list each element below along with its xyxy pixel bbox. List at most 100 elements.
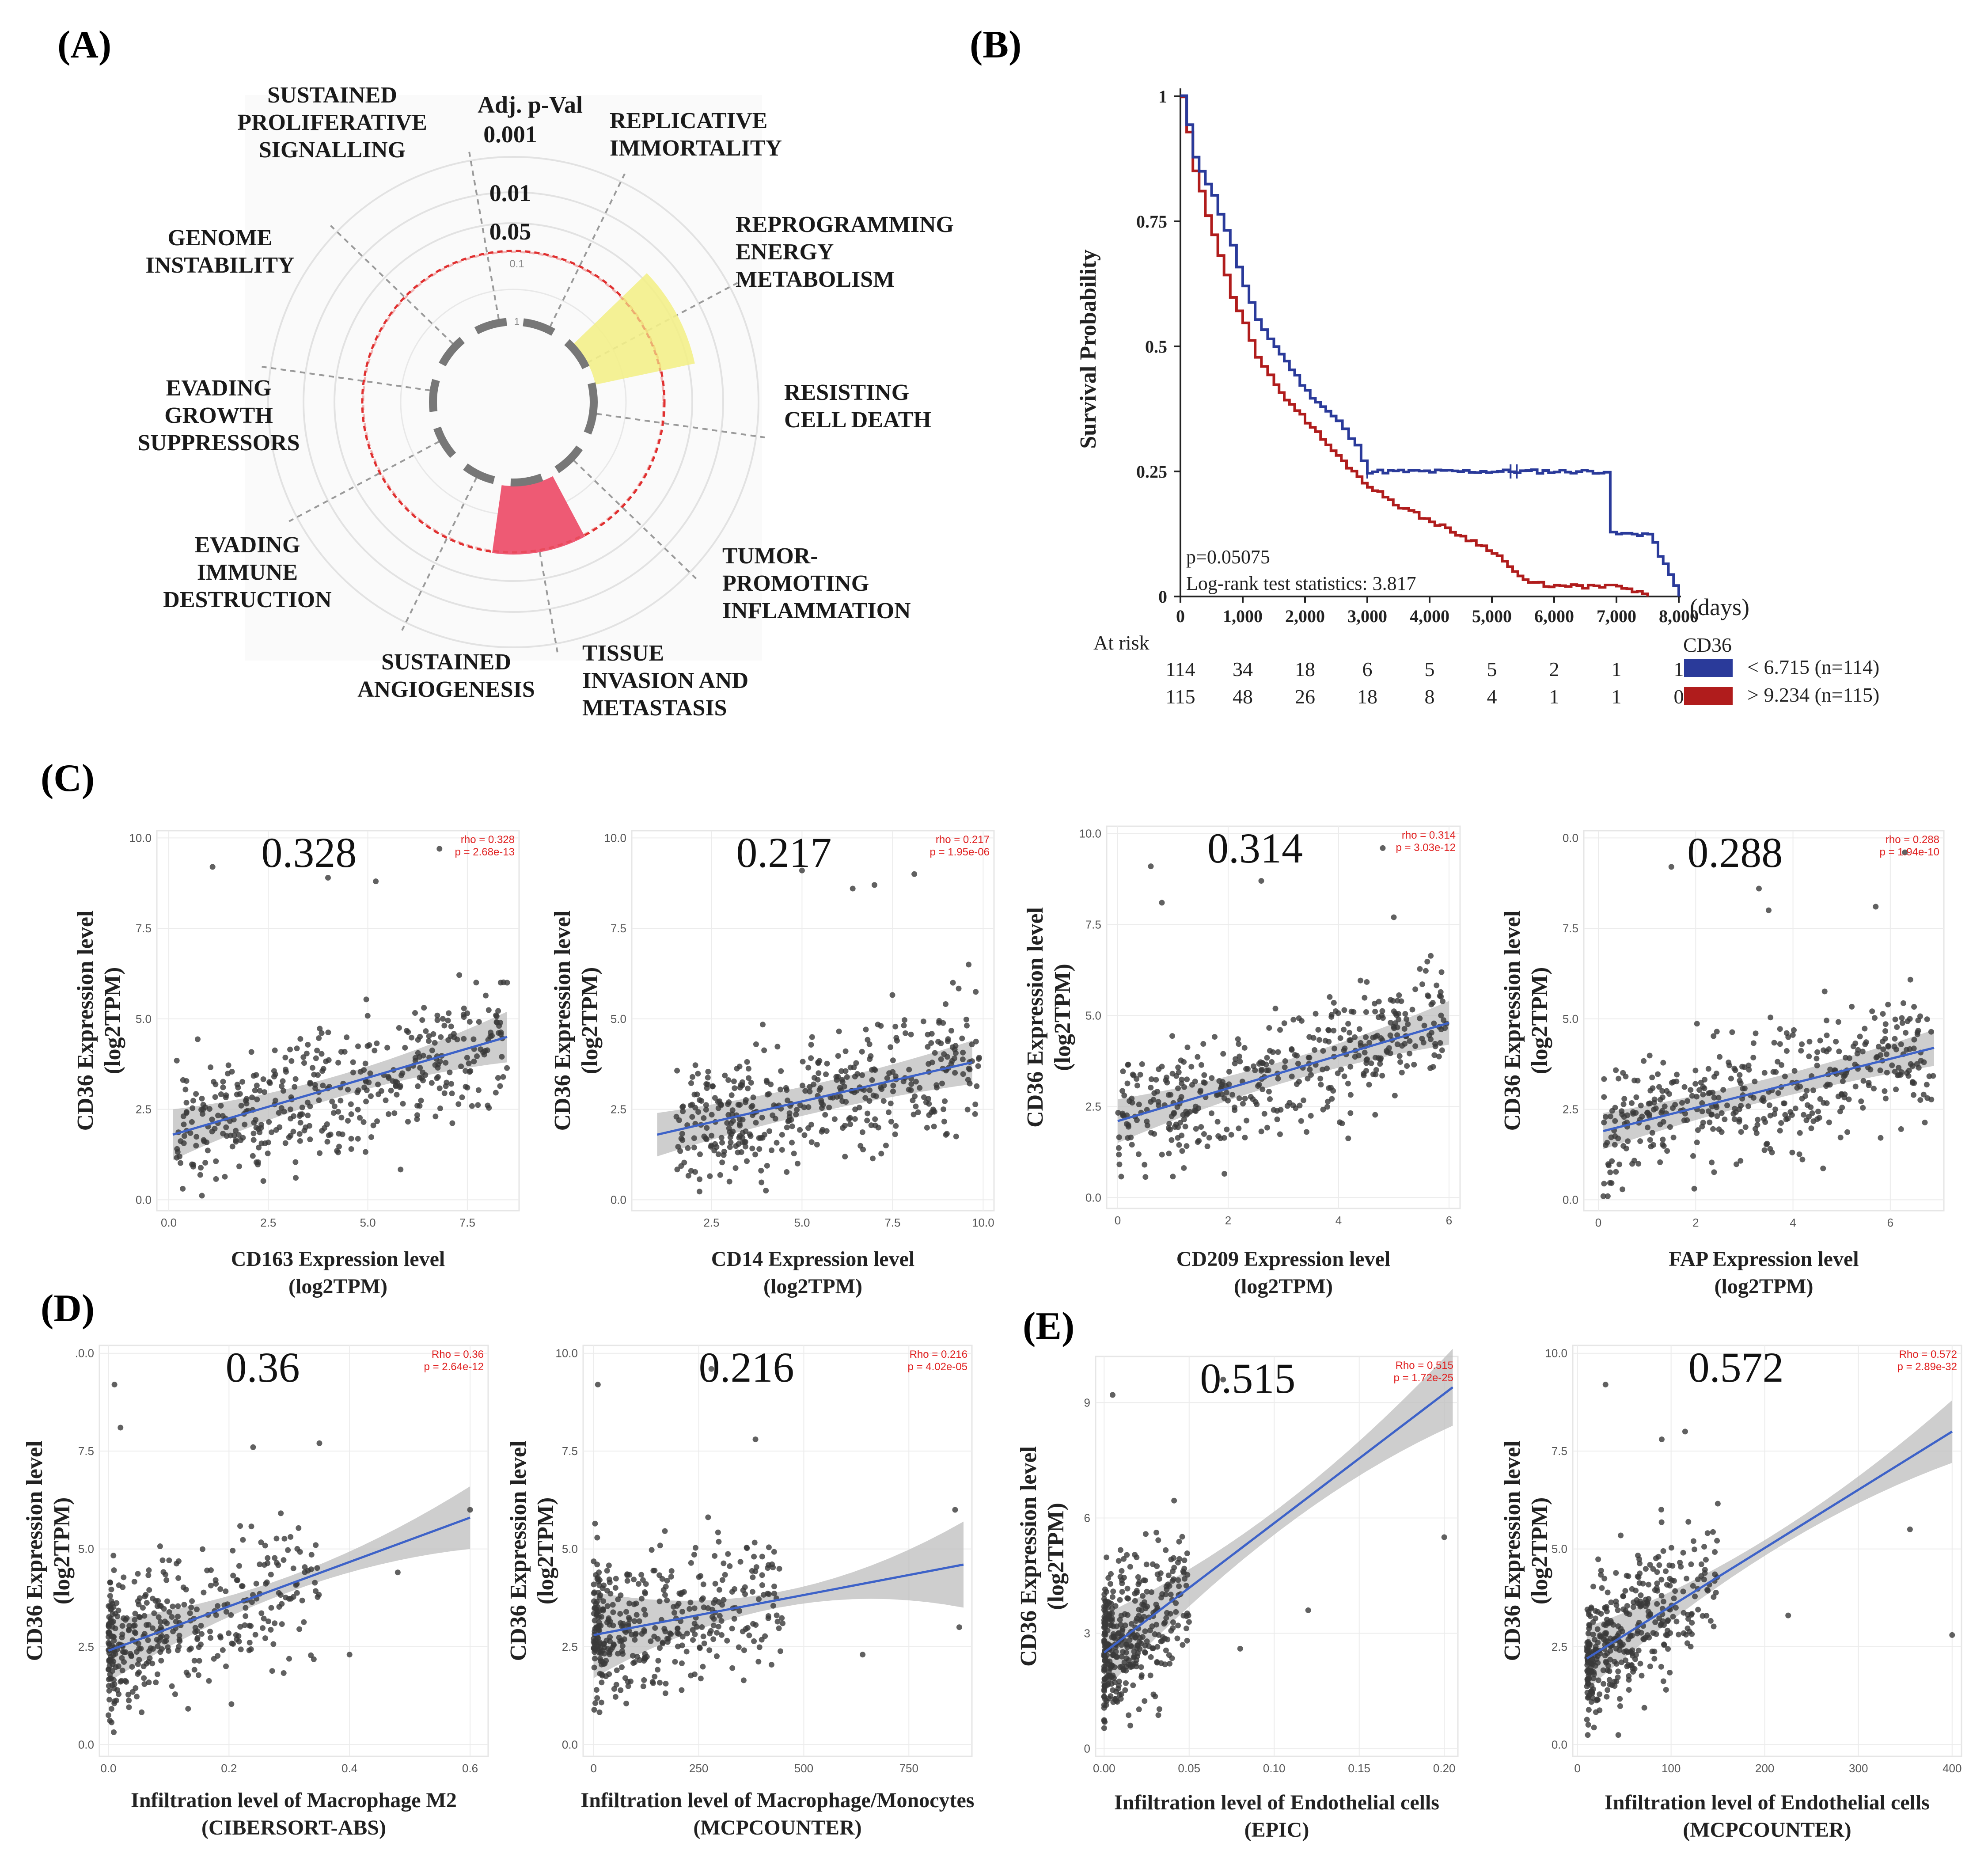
scatter-point: [1900, 1000, 1906, 1006]
scatter-x-tick-label: 200: [1755, 1762, 1774, 1775]
scatter-point: [1129, 1142, 1135, 1148]
scatter-point: [877, 1084, 884, 1090]
scatter-point: [1376, 999, 1382, 1005]
scatter-point: [1166, 1121, 1172, 1127]
scatter-point: [1585, 1732, 1591, 1738]
scatter-point: [126, 1704, 132, 1710]
scatter-point: [301, 1128, 307, 1134]
scatter-point: [705, 1075, 711, 1081]
scatter-point: [250, 1137, 257, 1143]
scatter-point: [779, 1615, 785, 1621]
scatter-point: [1305, 1075, 1311, 1082]
scatter-point: [846, 1116, 852, 1122]
radial-ring-005: [334, 222, 693, 582]
scatter-point: [1179, 1534, 1185, 1540]
scatter-point: [1610, 1622, 1616, 1628]
scatter-point: [1117, 1597, 1123, 1603]
scatter-y-tick-label: 7.5: [1552, 1444, 1567, 1458]
scatter-point: [596, 1709, 603, 1715]
scatter-point: [1304, 1129, 1310, 1135]
hallmark-label: SUSTAINED ANGIOGENESIS: [357, 650, 535, 702]
scatter-point: [1601, 1119, 1607, 1125]
scatter-point: [886, 1070, 892, 1076]
scatter-point: [213, 1580, 219, 1587]
scatter-point: [299, 1597, 305, 1603]
scatter-point: [1402, 1011, 1408, 1017]
hallmark-label-line: TUMOR-: [722, 543, 818, 569]
scatter-point: [1109, 1594, 1115, 1600]
scatter-p-label: p = 2.64e-12: [424, 1361, 484, 1373]
scatter-point: [1872, 1015, 1878, 1021]
scatter-point: [1635, 1628, 1641, 1634]
scatter-x-tick-label: 5.0: [360, 1216, 376, 1229]
scatter-point: [1660, 1060, 1666, 1066]
scatter-point: [719, 1602, 725, 1608]
scatter-point: [228, 1612, 234, 1618]
scatter-point: [446, 1010, 452, 1016]
scatter-point: [1915, 1017, 1921, 1023]
scatter-point: [191, 1657, 197, 1664]
scatter-point: [1630, 1604, 1636, 1610]
scatter-point: [766, 1591, 772, 1597]
scatter-rho-label: rho = 0.314: [1402, 829, 1456, 841]
scatter-point: [973, 1038, 979, 1045]
scatter-point: [1105, 1599, 1111, 1605]
scatter-point: [687, 1599, 694, 1606]
scatter-point: [1431, 1052, 1438, 1058]
scatter-point: [1649, 1649, 1655, 1655]
scatter-point: [1366, 1040, 1373, 1046]
scatter-point: [735, 1149, 741, 1155]
scatter-point: [420, 1069, 426, 1075]
scatter-fit-line: [656, 1061, 973, 1136]
scatter-point: [698, 1098, 705, 1104]
scatter-point: [1424, 958, 1430, 965]
scatter-point: [1656, 1084, 1662, 1090]
scatter-point: [668, 1573, 674, 1580]
scatter-point: [448, 1023, 454, 1030]
scatter-point: [1801, 1112, 1807, 1118]
scatter-point: [474, 1053, 480, 1059]
scatter-point: [1102, 1696, 1108, 1702]
scatter-point: [1337, 1035, 1343, 1041]
km-y-tick-label: 0.25: [1136, 462, 1167, 482]
scatter-point: [141, 1681, 148, 1687]
scatter-point: [612, 1694, 618, 1700]
scatter-y-label: CD36 Expression level(log2TPM): [550, 911, 603, 1131]
scatter-point: [1654, 1601, 1660, 1607]
scatter-point: [1646, 1634, 1652, 1641]
scatter-point: [1798, 1048, 1804, 1054]
scatter-point: [1175, 1064, 1181, 1071]
scatter-point: [1669, 1577, 1675, 1584]
scatter-point: [238, 1646, 244, 1653]
scatter-point: [198, 1622, 204, 1629]
scatter-point: [1135, 1151, 1142, 1157]
scatter-point: [176, 1153, 182, 1159]
scatter-point: [913, 1103, 919, 1109]
scatter-point: [187, 1130, 193, 1136]
scatter-point: [1783, 1048, 1790, 1054]
scatter-point: [1176, 1556, 1183, 1562]
scatter-point: [1118, 1174, 1124, 1180]
scatter-point: [363, 1098, 369, 1105]
scatter-point: [761, 1592, 767, 1598]
scatter-point: [1122, 1687, 1128, 1693]
scatter-x-label-line: (MCPCOUNTER): [693, 1816, 861, 1839]
scatter-point: [1396, 1053, 1403, 1059]
scatter-point: [1128, 1644, 1134, 1650]
scatter-point: [193, 1606, 200, 1612]
scatter-point: [361, 1067, 367, 1073]
scatter-point: [1586, 1707, 1592, 1713]
scatter-point: [966, 1065, 972, 1071]
scatter-point: [1839, 1105, 1845, 1111]
scatter-point: [1120, 1068, 1126, 1075]
scatter-point: [170, 1603, 176, 1610]
scatter-point: [637, 1657, 643, 1663]
scatter-point: [1116, 1134, 1122, 1140]
scatter-point: [664, 1597, 670, 1603]
scatter-point: [1129, 1634, 1135, 1640]
scatter-point: [344, 1034, 350, 1041]
scatter-point: [1660, 1136, 1666, 1143]
scatter-point: [1358, 977, 1364, 984]
